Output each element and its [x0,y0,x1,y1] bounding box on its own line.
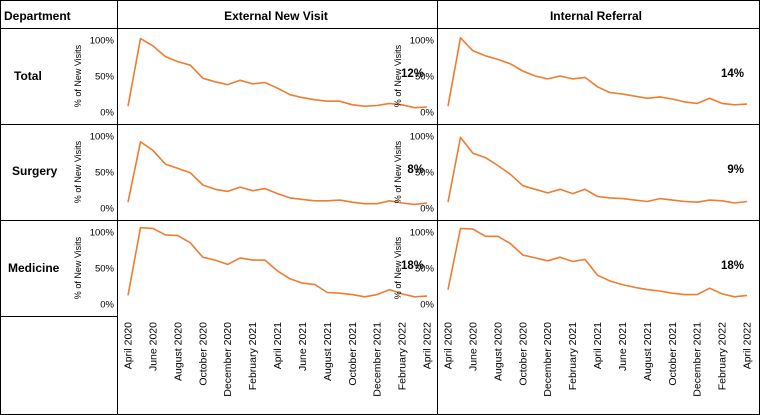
x-tick-label: December 2020 [222,322,234,397]
x-tick-label: October 2020 [517,322,529,386]
column-header-internal: Internal Referral [550,9,642,23]
panel-annotation: 9% [727,164,744,176]
x-tick-label: April 2021 [272,322,284,369]
y-tick-label: 50% [415,168,435,179]
x-tick-label: June 2020 [147,322,159,371]
y-axis-title: % of New Visits [393,236,403,299]
y-tick-label: 100% [410,132,435,143]
series-line-total-internal [447,36,748,107]
x-tick-label: October 2020 [197,322,209,386]
y-axis-title: % of New Visits [73,44,83,107]
x-tick-label: December 2021 [372,322,384,397]
x-tick-label: June 2021 [617,322,629,371]
series-line-total-external [127,37,428,109]
x-tick-label: April 2020 [443,322,455,369]
department-header: Department [4,9,71,23]
row-label-medicine: Medicine [8,261,60,275]
row-label-surgery: Surgery [12,164,58,178]
y-axis-title: % of New Visits [393,44,403,107]
x-tick-label: April 2021 [592,322,604,369]
x-tick-label: October 2021 [347,322,359,386]
y-tick-label: 50% [415,264,435,275]
y-tick-label: 0% [100,108,114,119]
y-tick-label: 100% [410,36,435,47]
panel-annotation: 14% [721,68,744,80]
x-tick-label: August 2021 [642,322,654,381]
x-tick-label: February 2022 [717,322,729,390]
panel-annotation: 18% [401,260,424,272]
x-tick-label: August 2020 [172,322,184,381]
y-tick-label: 100% [90,36,115,47]
x-tick-label: February 2021 [247,322,259,390]
panel-annotation: 18% [721,260,744,272]
x-tick-label: December 2020 [542,322,554,397]
row-label-total: Total [14,69,42,83]
series-line-surgery-external [127,141,428,206]
x-tick-label: February 2021 [567,322,579,390]
x-tick-label: April 2020 [123,322,135,369]
y-tick-label: 100% [90,228,115,239]
x-tick-label: August 2021 [322,322,334,381]
x-tick-label: April 2022 [742,322,754,369]
y-tick-label: 50% [95,264,115,275]
y-tick-label: 0% [420,108,434,119]
panel-annotation: 12% [401,68,424,80]
x-tick-label: October 2021 [667,322,679,386]
y-tick-label: 50% [95,72,115,83]
chart-marks: 100%50%0%% of New Visits 12%100%50%0%% of… [73,36,754,397]
column-header-external: External New Visit [224,9,328,23]
y-tick-label: 0% [420,300,434,311]
series-line-medicine-internal [447,227,748,298]
y-tick-label: 0% [420,204,434,215]
y-tick-label: 100% [410,228,435,239]
y-tick-label: 0% [100,300,114,311]
x-tick-label: August 2020 [492,322,504,381]
x-tick-label: December 2021 [692,322,704,397]
x-tick-label: June 2020 [467,322,479,371]
y-tick-label: 50% [95,168,115,179]
panel-annotation: 8% [407,164,424,176]
x-tick-label: February 2022 [397,322,409,390]
series-line-medicine-external [127,226,428,298]
x-tick-label: April 2022 [422,322,434,369]
y-axis-title: % of New Visits [393,140,403,203]
y-tick-label: 100% [90,132,115,143]
y-axis-title: % of New Visits [73,140,83,203]
y-tick-label: 0% [100,204,114,215]
y-axis-title: % of New Visits [73,236,83,299]
y-tick-label: 50% [415,72,435,83]
series-line-surgery-internal [447,136,748,204]
x-tick-label: June 2021 [297,322,309,371]
